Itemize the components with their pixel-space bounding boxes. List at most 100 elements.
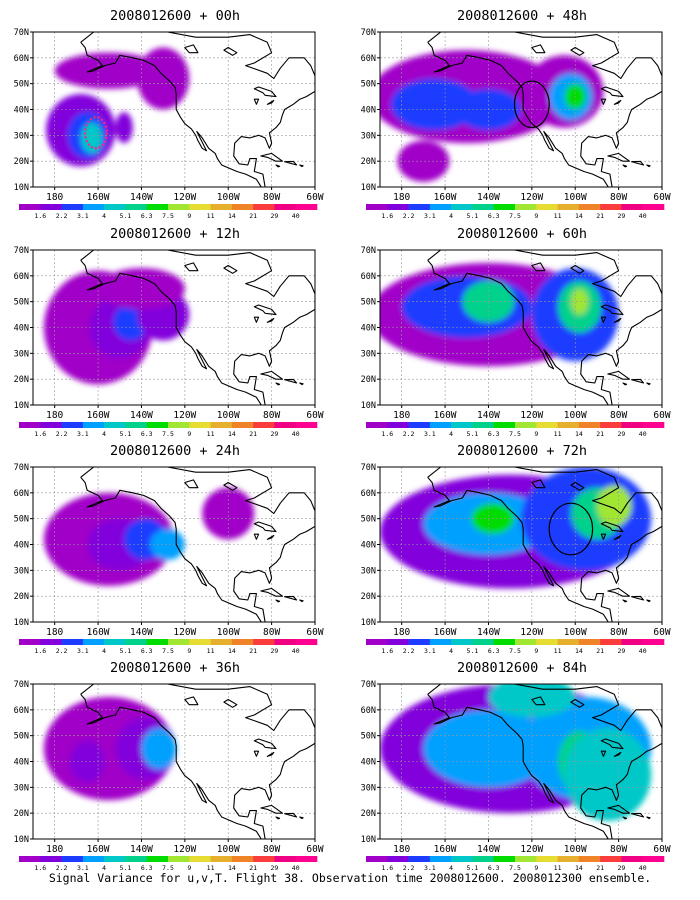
- lat-label: 30N: [361, 349, 376, 359]
- legend-swatch: [515, 639, 537, 645]
- coastline: [299, 816, 304, 820]
- legend-swatch: [168, 422, 190, 428]
- legend-swatch: [231, 856, 254, 862]
- coastline: [622, 599, 628, 603]
- lat-label: 60N: [14, 706, 29, 716]
- lat-label: 30N: [14, 131, 29, 141]
- legend-swatch: [231, 639, 254, 645]
- lat-label: 40N: [361, 758, 376, 768]
- coastline: [427, 41, 609, 187]
- lat-label: 20N: [14, 809, 29, 819]
- lat-label: 30N: [361, 131, 376, 141]
- legend-label: 40: [639, 212, 647, 220]
- lat-label: 70N: [14, 246, 29, 256]
- legend-label: 29: [271, 864, 279, 872]
- coastline: [275, 382, 281, 386]
- legend-label: 6.3: [488, 864, 500, 872]
- lon-label: 80W: [610, 192, 627, 203]
- legend-label: 29: [618, 647, 626, 655]
- legend-swatch: [210, 422, 233, 428]
- legend-swatch: [621, 422, 644, 428]
- coastlines: [427, 684, 662, 839]
- variance-field: [43, 696, 177, 801]
- legend-label: 3.1: [77, 212, 89, 220]
- legend-swatch: [600, 422, 622, 428]
- legend-swatch: [493, 639, 516, 645]
- legend-swatch: [19, 856, 41, 862]
- legend-swatch: [82, 639, 105, 645]
- lon-label: 140W: [130, 192, 153, 203]
- variance-contour: [150, 529, 185, 560]
- panel-12h: 2008012600 + 12h 70N 60N 50N 40N 30N 20N 10N 18…: [5, 224, 345, 442]
- legend-label: 40: [639, 647, 647, 655]
- legend-swatch: [600, 204, 622, 210]
- gridlines: [380, 250, 662, 405]
- legend-label: 4: [449, 647, 453, 655]
- lat-label: 70N: [14, 28, 29, 38]
- legend-label: 1.6: [381, 864, 393, 872]
- lat-label: 10N: [361, 618, 376, 628]
- color-legend: 1.6 2.2 3.1 4 5.1 6.3 7.5 9 11 14 21 29 40: [19, 422, 318, 438]
- legend-swatch: [189, 422, 211, 428]
- legend-swatch: [578, 204, 601, 210]
- lon-label: 100W: [564, 844, 587, 855]
- legend-swatch: [231, 422, 254, 428]
- coastline: [299, 599, 304, 603]
- lat-label: 60N: [361, 54, 376, 64]
- coastline: [570, 698, 585, 708]
- gridlines: [33, 32, 315, 187]
- lat-label: 30N: [14, 349, 29, 359]
- observation-circle: [513, 80, 550, 129]
- lon-label: 80W: [263, 410, 280, 421]
- legend-swatch: [642, 422, 665, 428]
- legend-swatch: [366, 639, 388, 645]
- coastline: [646, 382, 651, 386]
- legend-label: 29: [618, 864, 626, 872]
- gridlines: [380, 684, 662, 839]
- variance-contour: [115, 112, 133, 144]
- legend-label: 14: [575, 864, 583, 872]
- legend-label: 14: [575, 212, 583, 220]
- legend-swatch: [104, 204, 126, 210]
- legend-swatch: [82, 204, 105, 210]
- coastlines: [427, 32, 662, 187]
- lon-label: 140W: [130, 844, 153, 855]
- panel-title: 2008012600 + 36h: [109, 660, 241, 676]
- variance-contour: [69, 740, 105, 783]
- coastline: [80, 684, 315, 839]
- legend-label: 9: [187, 864, 191, 872]
- coastline: [223, 264, 238, 274]
- coastline: [631, 812, 645, 818]
- panel-48h: 2008012600 + 48h 70N 60N 50N 40N 30N 20N 10N 18…: [352, 6, 692, 224]
- legend-label: 14: [228, 647, 236, 655]
- coastlines: [80, 32, 315, 187]
- lat-label: 40N: [14, 106, 29, 116]
- legend-swatch: [493, 856, 516, 862]
- coastline: [427, 684, 662, 839]
- legend-label: 3.1: [77, 430, 89, 438]
- legend-label: 11: [207, 430, 215, 438]
- legend-swatch: [642, 639, 665, 645]
- lat-label: 70N: [14, 680, 29, 690]
- lat-label: 30N: [14, 783, 29, 793]
- panel-title: 2008012600 + 00h: [109, 8, 241, 24]
- legend-swatch: [189, 204, 211, 210]
- lat-label: 10N: [361, 835, 376, 845]
- lon-label: 60W: [306, 410, 323, 421]
- legend-swatch: [472, 639, 495, 645]
- variance-contour: [564, 727, 652, 821]
- legend-swatch: [295, 856, 318, 862]
- lon-label: 180: [46, 192, 63, 203]
- coastline: [80, 250, 315, 405]
- coastline: [531, 262, 546, 272]
- lat-label: 20N: [14, 157, 29, 167]
- coastline: [570, 264, 585, 274]
- coastline: [253, 521, 277, 533]
- lat-label: 50N: [14, 298, 29, 308]
- legend-swatch: [19, 639, 41, 645]
- coastline: [253, 738, 277, 750]
- lat-label: 50N: [14, 80, 29, 90]
- legend-label: 7.5: [162, 647, 174, 655]
- color-legend: 1.6 2.2 3.1 4 5.1 6.3 7.5 9 11 14 21 29 40: [366, 204, 665, 220]
- legend-label: 3.1: [77, 647, 89, 655]
